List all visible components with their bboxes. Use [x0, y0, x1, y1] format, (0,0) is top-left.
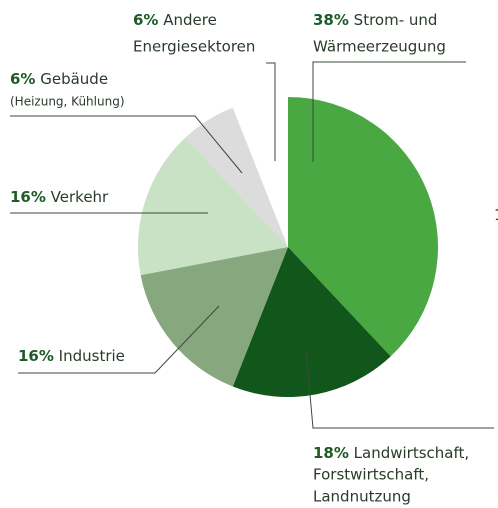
value-label: 16%	[10, 188, 46, 206]
slice-label: 16% Verkehr	[10, 188, 109, 206]
slice-label: 38% Strom- und	[313, 11, 437, 29]
leader-lines	[10, 61, 494, 429]
slice-label: 16% Industrie	[18, 347, 125, 365]
value-label: 38%	[313, 11, 349, 29]
pie-slice	[232, 247, 391, 397]
leader-line	[266, 62, 276, 161]
category-label: Wärmeerzeugung	[313, 38, 446, 56]
pie-slice	[185, 107, 288, 247]
pie	[137, 97, 439, 397]
category-label: Landnutzung	[313, 488, 411, 506]
category-label: Forstwirtschaft,	[313, 466, 429, 484]
slice-label: 6% Gebäude	[10, 70, 108, 88]
category-label: Gebäude	[35, 70, 108, 88]
value-label: 18%	[313, 444, 349, 462]
leader-line	[305, 349, 494, 429]
category-label: Energiesektoren	[133, 38, 255, 56]
category-label: Verkehr	[46, 188, 109, 206]
value-label: 6%	[10, 70, 35, 88]
pie-slice	[232, 97, 288, 247]
category-label: Industrie	[54, 347, 125, 365]
leader-line	[312, 61, 466, 162]
category-label: Andere	[158, 11, 216, 29]
value-label: 16%	[18, 347, 54, 365]
pie-slice	[140, 247, 288, 387]
leader-line	[10, 115, 243, 174]
pie-slice	[288, 97, 439, 357]
category-label: Landwirtschaft,	[349, 444, 469, 462]
pie-slice	[137, 137, 288, 276]
value-label: 6%	[133, 11, 158, 29]
leader-line	[18, 305, 220, 374]
slice-label: 18% Landwirtschaft,	[313, 444, 469, 462]
slice-label: 6% Andere	[133, 11, 217, 29]
annotation: 1	[494, 206, 498, 224]
category-label: Strom- und	[349, 11, 438, 29]
category-label: (Heizung, Kühlung)	[10, 95, 125, 109]
